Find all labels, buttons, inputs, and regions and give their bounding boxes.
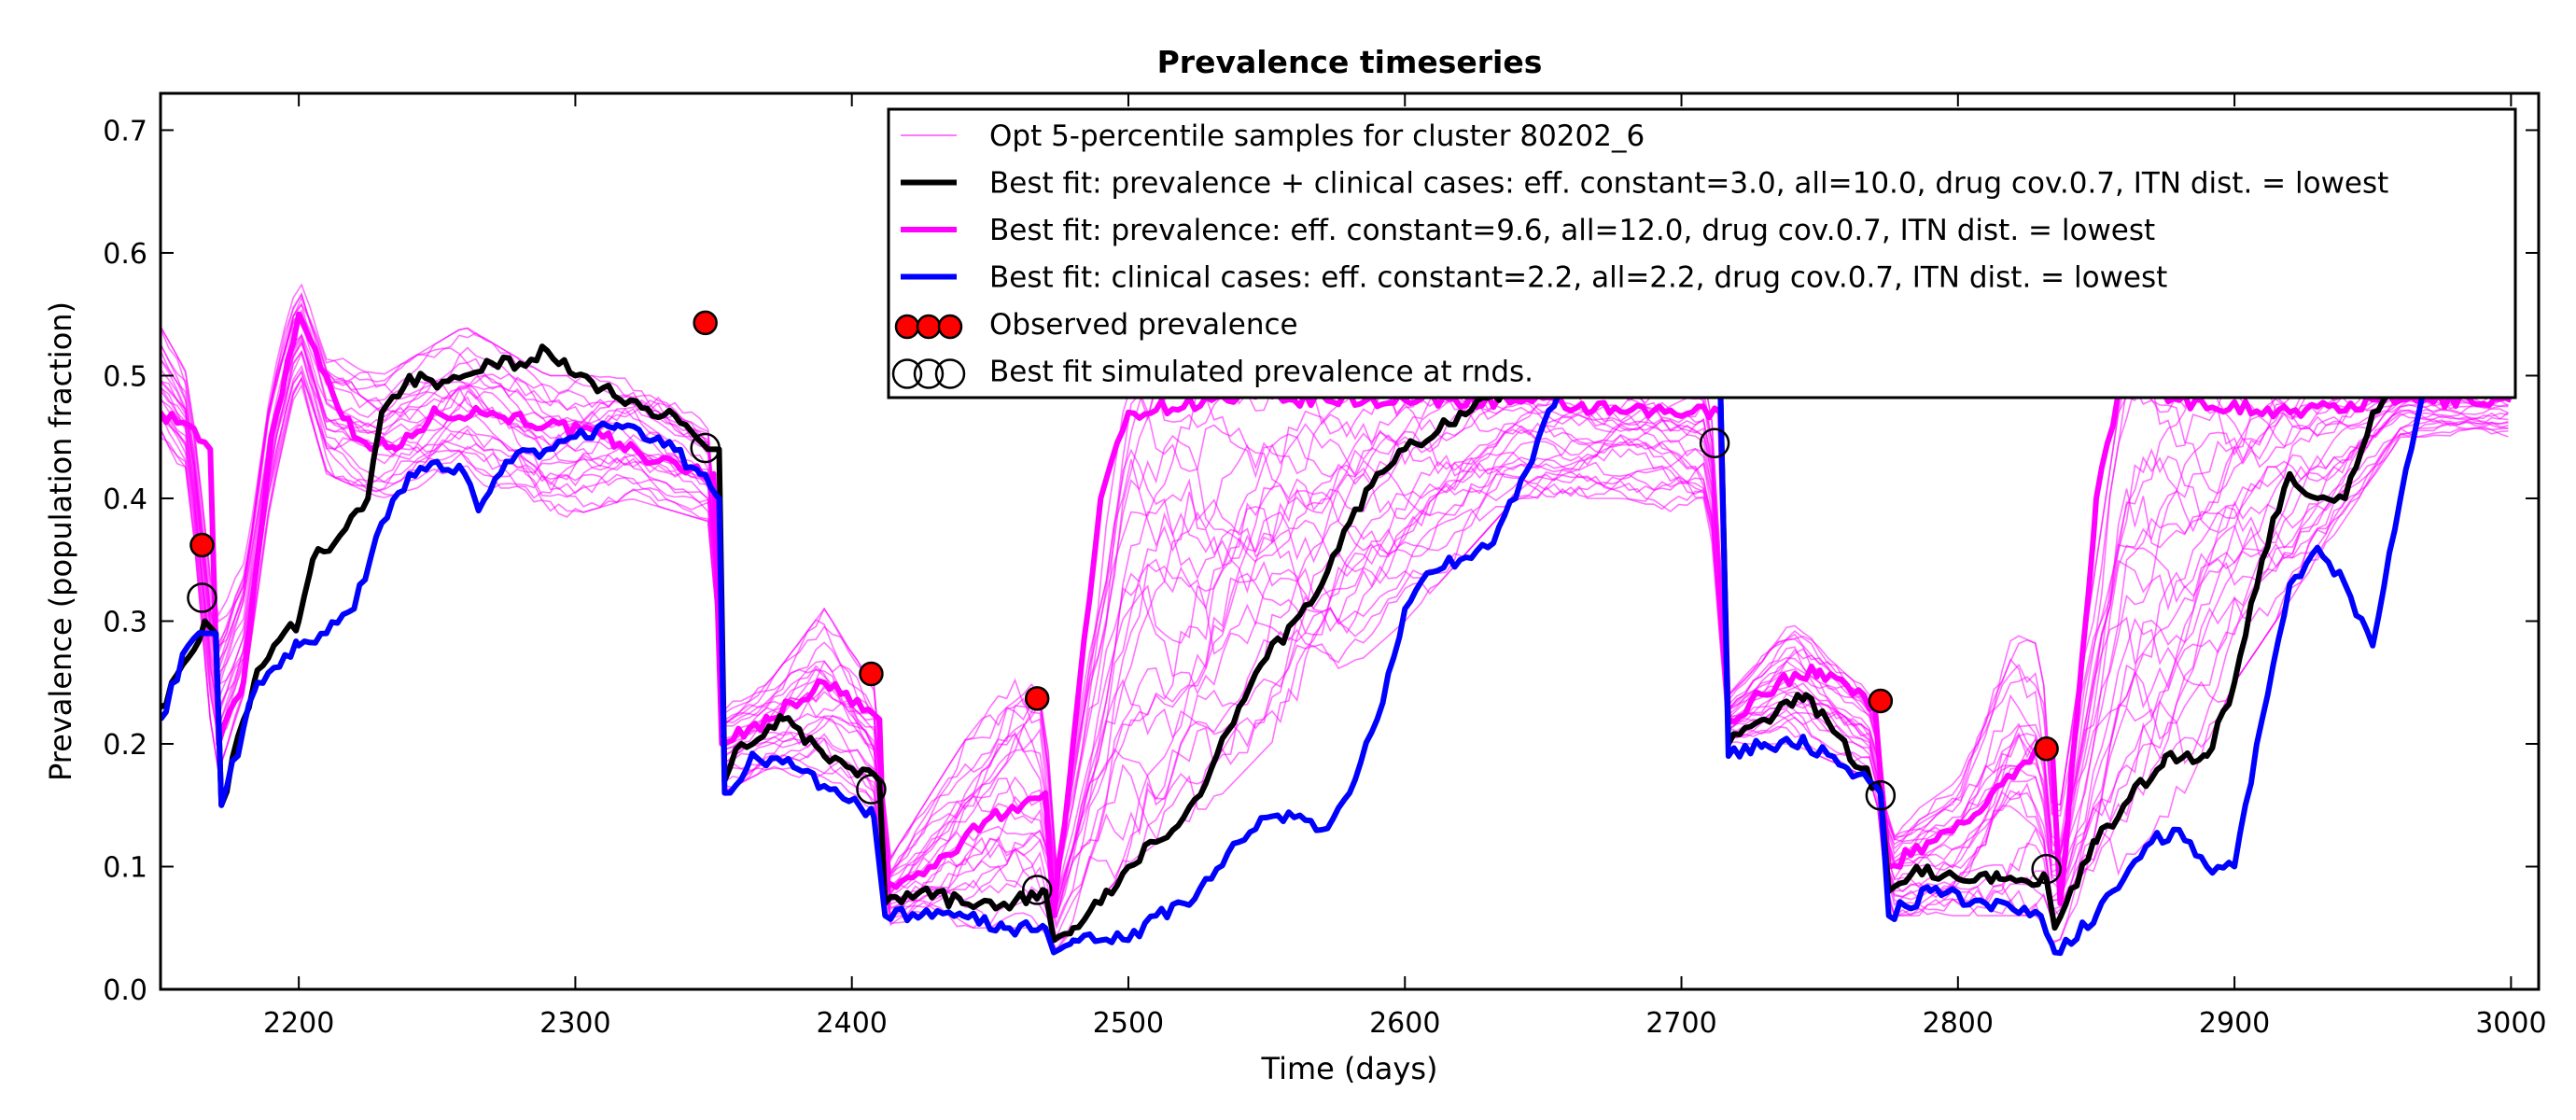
y-tick-label: 0.2: [103, 729, 147, 762]
observed-prevalence-point: [859, 661, 884, 687]
legend-label: Best fit: prevalence: eff. constant=9.6,…: [989, 214, 2155, 247]
simulated-prevalence-point: [1021, 875, 1053, 905]
sample-line: [161, 303, 2509, 884]
sample-line: [161, 332, 2509, 912]
legend-swatch: [891, 358, 923, 389]
legend-entry: Opt 5-percentile samples for cluster 802…: [901, 119, 1645, 153]
x-axis-label: Time (days): [1261, 1051, 1438, 1086]
legend-label: Observed prevalence: [989, 308, 1298, 342]
y-tick-label: 0.4: [103, 483, 147, 516]
sample-line: [161, 312, 2509, 888]
legend-box: [887, 107, 2517, 399]
y-axis-label: Prevalence (population fraction): [43, 301, 78, 781]
observed-prevalence-point: [189, 532, 215, 558]
y-tick-label: 0.7: [103, 115, 147, 147]
x-tick-label: 2600: [1369, 1007, 1440, 1040]
x-tick-label: 2700: [1645, 1007, 1716, 1040]
legend-swatch: [916, 314, 942, 340]
y-tick-label: 0.5: [103, 360, 147, 393]
y-axis: 0.0 0.1 0.2 0.3 0.4 0.5 0.6 0.7: [103, 115, 2539, 1007]
simulated-prevalence-point: [1699, 427, 1730, 459]
legend-label: Best fit simulated prevalence at rnds.: [989, 356, 1533, 389]
sample-line: [161, 337, 2509, 918]
simulated-prevalence-point: [187, 582, 217, 613]
observed-prevalence-point: [1868, 688, 1894, 714]
sample-line: [161, 383, 2509, 951]
observed-prevalence-point: [693, 310, 718, 336]
legend-entry: Best fit: prevalence + clinical cases: e…: [901, 167, 2388, 201]
y-tick-label: 0.6: [103, 238, 147, 271]
legend-label: Best fit: prevalence + clinical cases: e…: [989, 167, 2388, 201]
plot-frame: [159, 91, 2541, 991]
sample-line: [161, 364, 2509, 945]
legend-label: Best fit: clinical cases: eff. constant=…: [989, 261, 2167, 295]
x-tick-label: 2500: [1093, 1007, 1164, 1040]
sample-line: [161, 376, 2509, 951]
legend-swatch: [894, 314, 920, 340]
observed-prevalence-point: [2034, 735, 2059, 762]
y-tick-label: 0.1: [103, 851, 147, 884]
sample-line: [161, 371, 2509, 943]
chart-title: Prevalence timeseries: [1157, 44, 1543, 80]
legend-entry: Observed prevalence: [894, 308, 1298, 342]
sample-line: [161, 334, 2509, 918]
observed-prevalence-point: [1024, 686, 1050, 711]
legend: Opt 5-percentile samples for cluster 802…: [887, 107, 2517, 399]
y-tick-label: 0.0: [103, 974, 147, 1007]
legend-entry: Best fit: clinical cases: eff. constant=…: [901, 261, 2167, 295]
x-axis: 2200 2300 2400 2500 2600 2700 2800 2900 3000: [263, 93, 2547, 1040]
best-fit-clinical-line: [161, 366, 2513, 957]
x-tick-label: 2300: [539, 1007, 610, 1040]
simulated-prevalence-point: [856, 774, 887, 805]
legend-swatch: [913, 358, 945, 389]
simulated-prevalence-point: [2031, 853, 2062, 885]
best-fit-combined-line: [161, 343, 2512, 944]
x-tick-label: 2400: [817, 1007, 888, 1040]
x-tick-label: 2900: [2199, 1007, 2270, 1040]
simulated-prevalence-point: [690, 432, 721, 464]
x-tick-label: 2200: [263, 1007, 334, 1040]
legend-swatch: [937, 314, 963, 340]
legend-entry: Best fit simulated prevalence at rnds.: [891, 356, 1533, 389]
simulated-prevalence-point: [1865, 779, 1897, 811]
legend-entry: Best fit: prevalence: eff. constant=9.6,…: [901, 214, 2155, 247]
y-tick-label: 0.3: [103, 606, 147, 638]
x-tick-label: 2800: [1923, 1007, 1994, 1040]
x-tick-label: 3000: [2475, 1007, 2546, 1040]
legend-swatch: [934, 358, 966, 389]
legend-label: Opt 5-percentile samples for cluster 802…: [989, 119, 1645, 153]
